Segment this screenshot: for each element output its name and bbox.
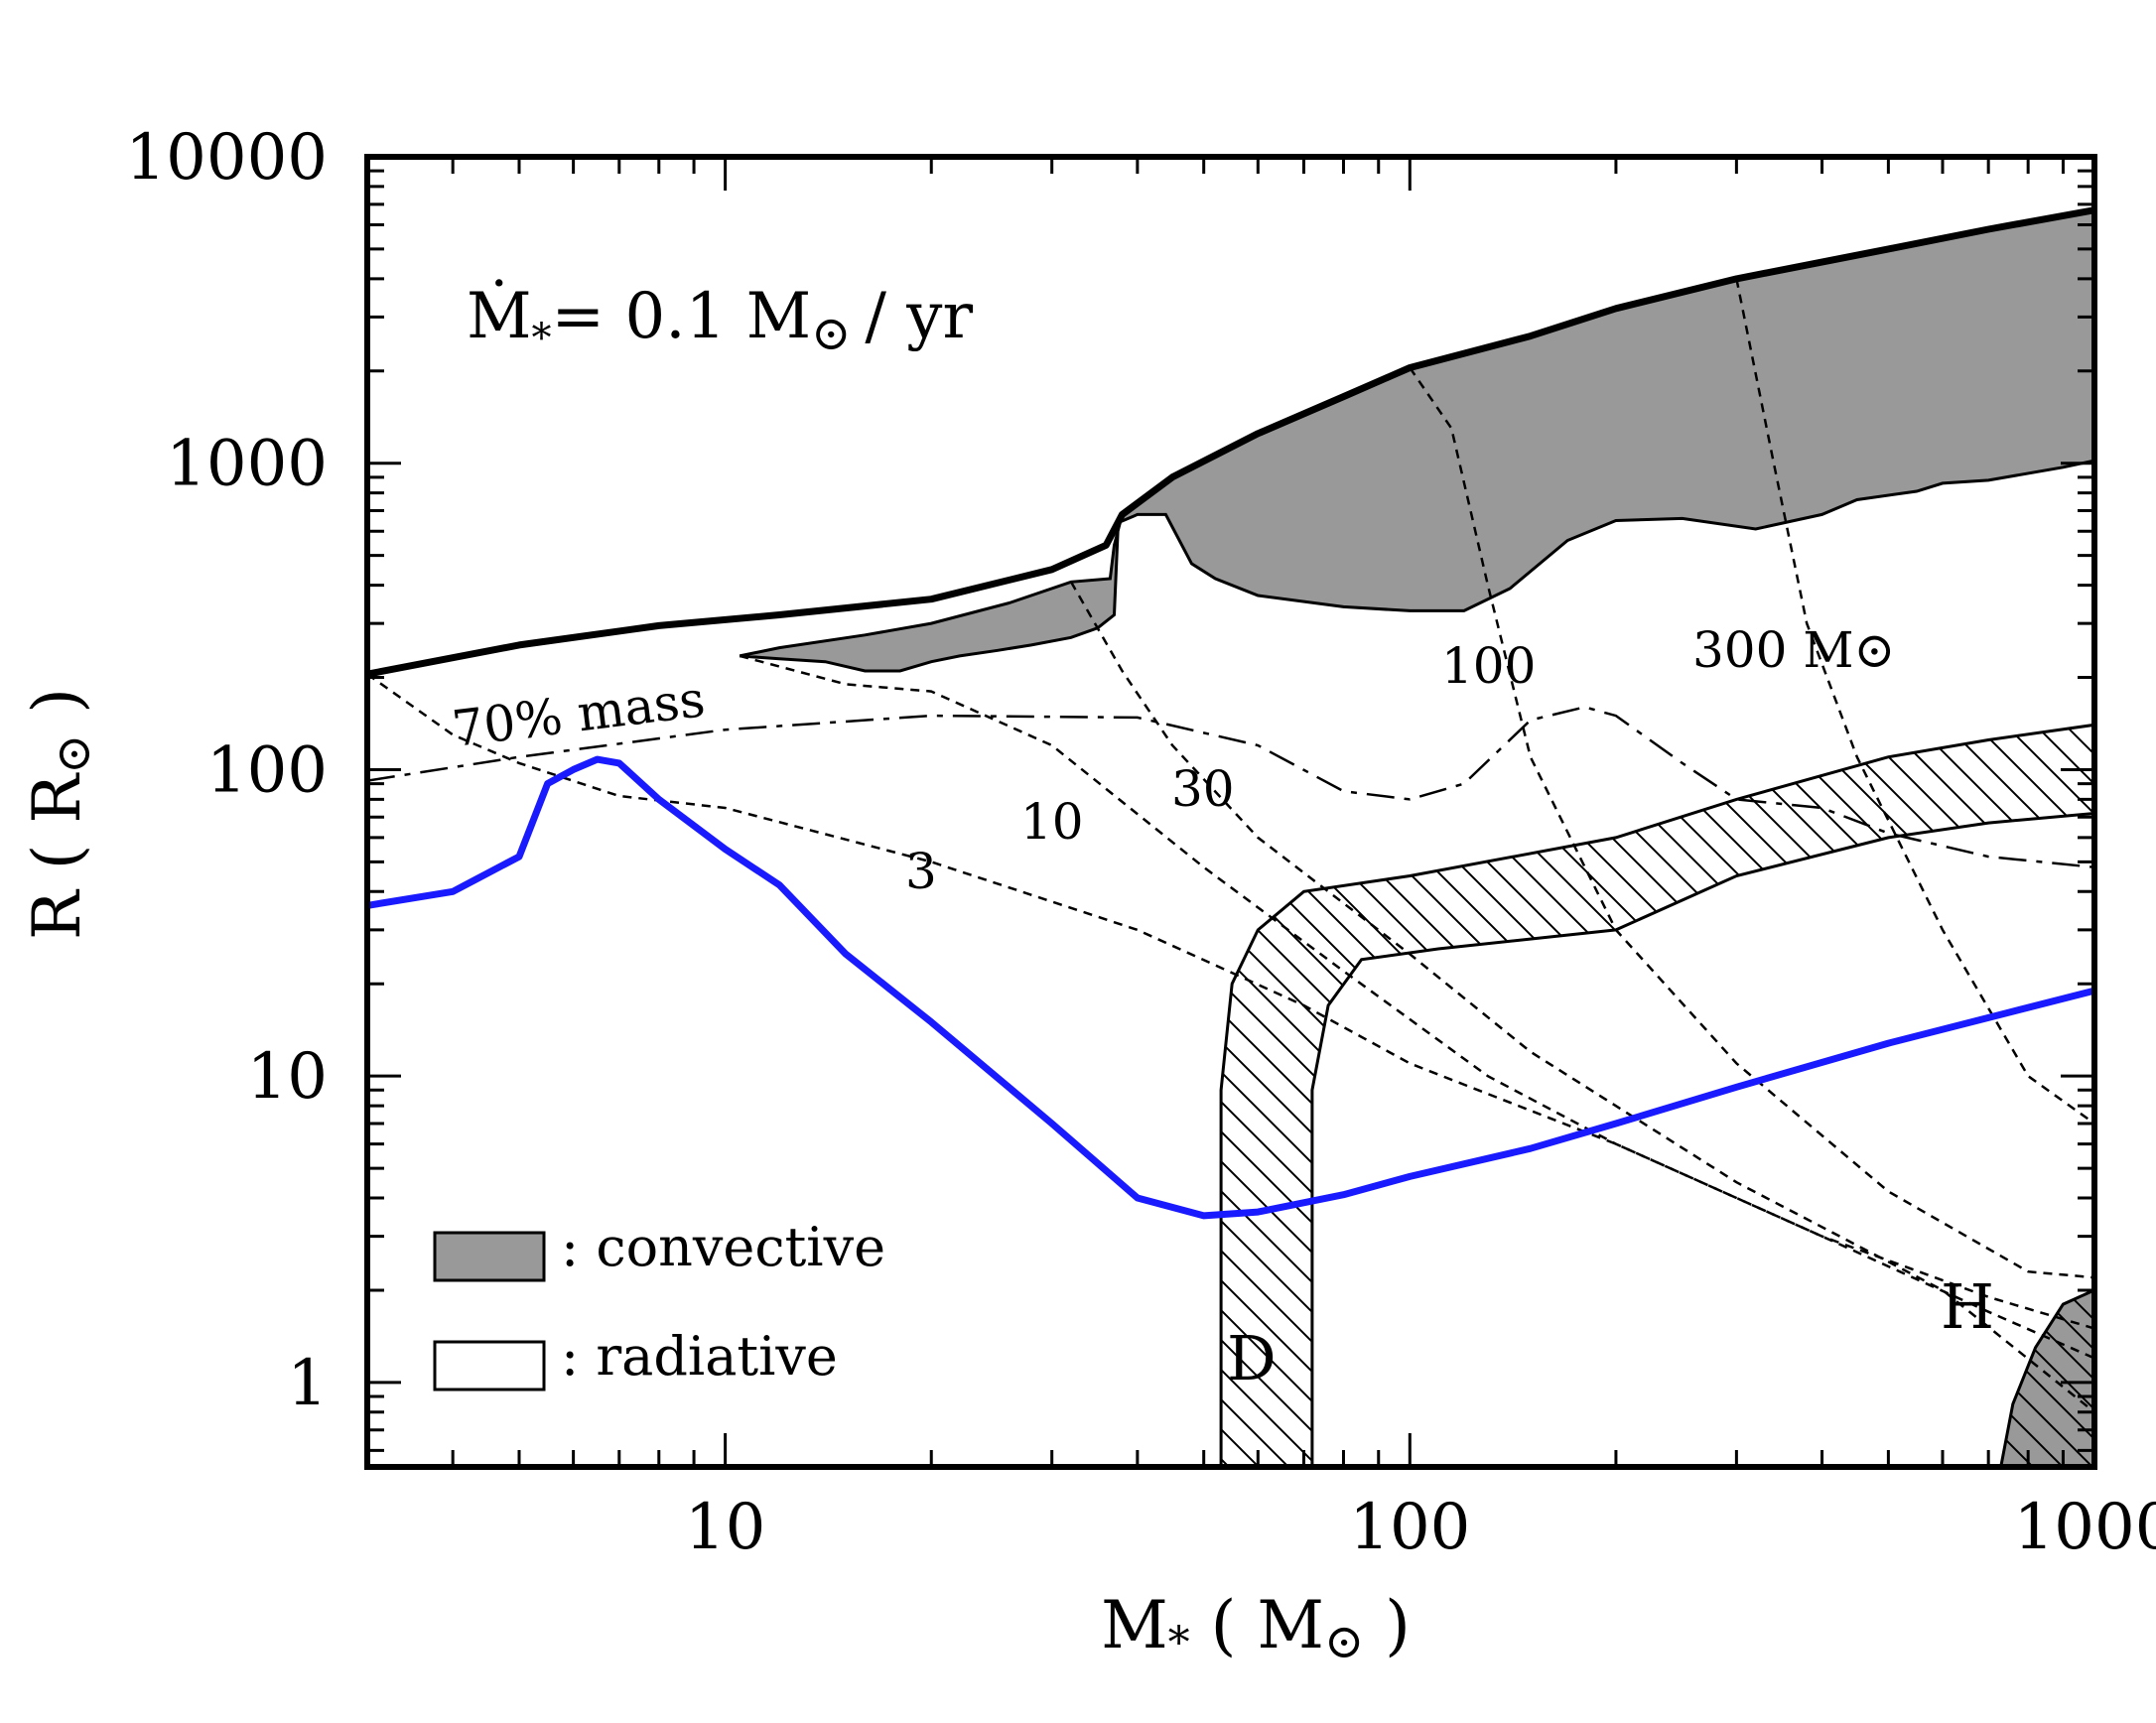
accretion-value: = 0.1 M xyxy=(552,280,812,353)
iso-mass-lines xyxy=(367,278,2094,1413)
x-axis-unit: ( M xyxy=(1190,1587,1324,1663)
x-axis-symbol: M xyxy=(1101,1587,1168,1663)
accretion-rate-label: Ṁ*= 0.1 M⊙ / yr xyxy=(467,279,973,361)
y-tick-label: 1000 xyxy=(166,428,328,501)
x-tick-label: 10 xyxy=(685,1491,765,1564)
x-axis-close: ) xyxy=(1364,1587,1411,1663)
y-tick-label: 100 xyxy=(206,733,328,807)
iso-mass-line-2 xyxy=(1069,581,2094,1413)
y-tick-label: 1 xyxy=(287,1347,328,1420)
y-axis-sun-symbol: ⊙ xyxy=(46,734,101,774)
x-axis-subscript: * xyxy=(1168,1618,1190,1668)
deuterium-burning-band xyxy=(1219,723,2094,1467)
y-axis-text: R ( R xyxy=(19,772,95,940)
legend-swatch-convective xyxy=(433,1231,546,1282)
seventy-percent-mass-line xyxy=(367,706,2094,869)
x-axis-title: M* ( M⊙ ) xyxy=(1101,1587,1411,1669)
legend-label-convective: : convective xyxy=(561,1216,885,1278)
y-axis-close: ) xyxy=(19,688,95,734)
iso-mass-line-4 xyxy=(1735,278,2094,1126)
mdot-subscript: * xyxy=(532,316,552,361)
legend-label-radiative: : radiative xyxy=(561,1325,838,1388)
plot-frame xyxy=(364,154,2097,1470)
x-tick-label: 100 xyxy=(1349,1491,1470,1564)
tick-labels: 10 100 1000 1 10 100 1000 10000 xyxy=(125,121,2156,1564)
mdot-symbol: Ṁ xyxy=(467,279,532,353)
iso-label-300: 300 M⊙ xyxy=(1692,621,1895,679)
accretion-unit: / yr xyxy=(865,280,973,353)
blue-curve xyxy=(367,755,2094,1220)
y-tick-label: 10 xyxy=(247,1040,328,1114)
iso-label-100: 100 xyxy=(1441,637,1536,695)
legend: : convective : radiative xyxy=(433,1216,885,1392)
plot-area xyxy=(367,206,2094,1467)
y-tick-label: 10000 xyxy=(125,121,328,195)
sun-symbol: ⊙ xyxy=(811,306,851,361)
deuterium-label: D xyxy=(1227,1322,1277,1394)
x-axis-sun-symbol: ⊙ xyxy=(1324,1614,1364,1669)
y-axis-title: R ( R⊙ ) xyxy=(19,688,101,940)
hydrogen-label: H xyxy=(1941,1270,1994,1343)
iso-label-10: 10 xyxy=(1020,793,1084,851)
x-tick-label: 1000 xyxy=(2014,1491,2156,1564)
iso-mass-line-0 xyxy=(367,673,2094,1360)
iso-label-3: 3 xyxy=(905,843,937,900)
iso-mass-line-3 xyxy=(1409,366,2094,1279)
stellar-radius-line xyxy=(367,206,2094,678)
legend-swatch-radiative xyxy=(433,1340,546,1392)
iso-label-30: 30 xyxy=(1171,760,1235,818)
hydrogen-burning-hatch xyxy=(2000,1289,2094,1467)
